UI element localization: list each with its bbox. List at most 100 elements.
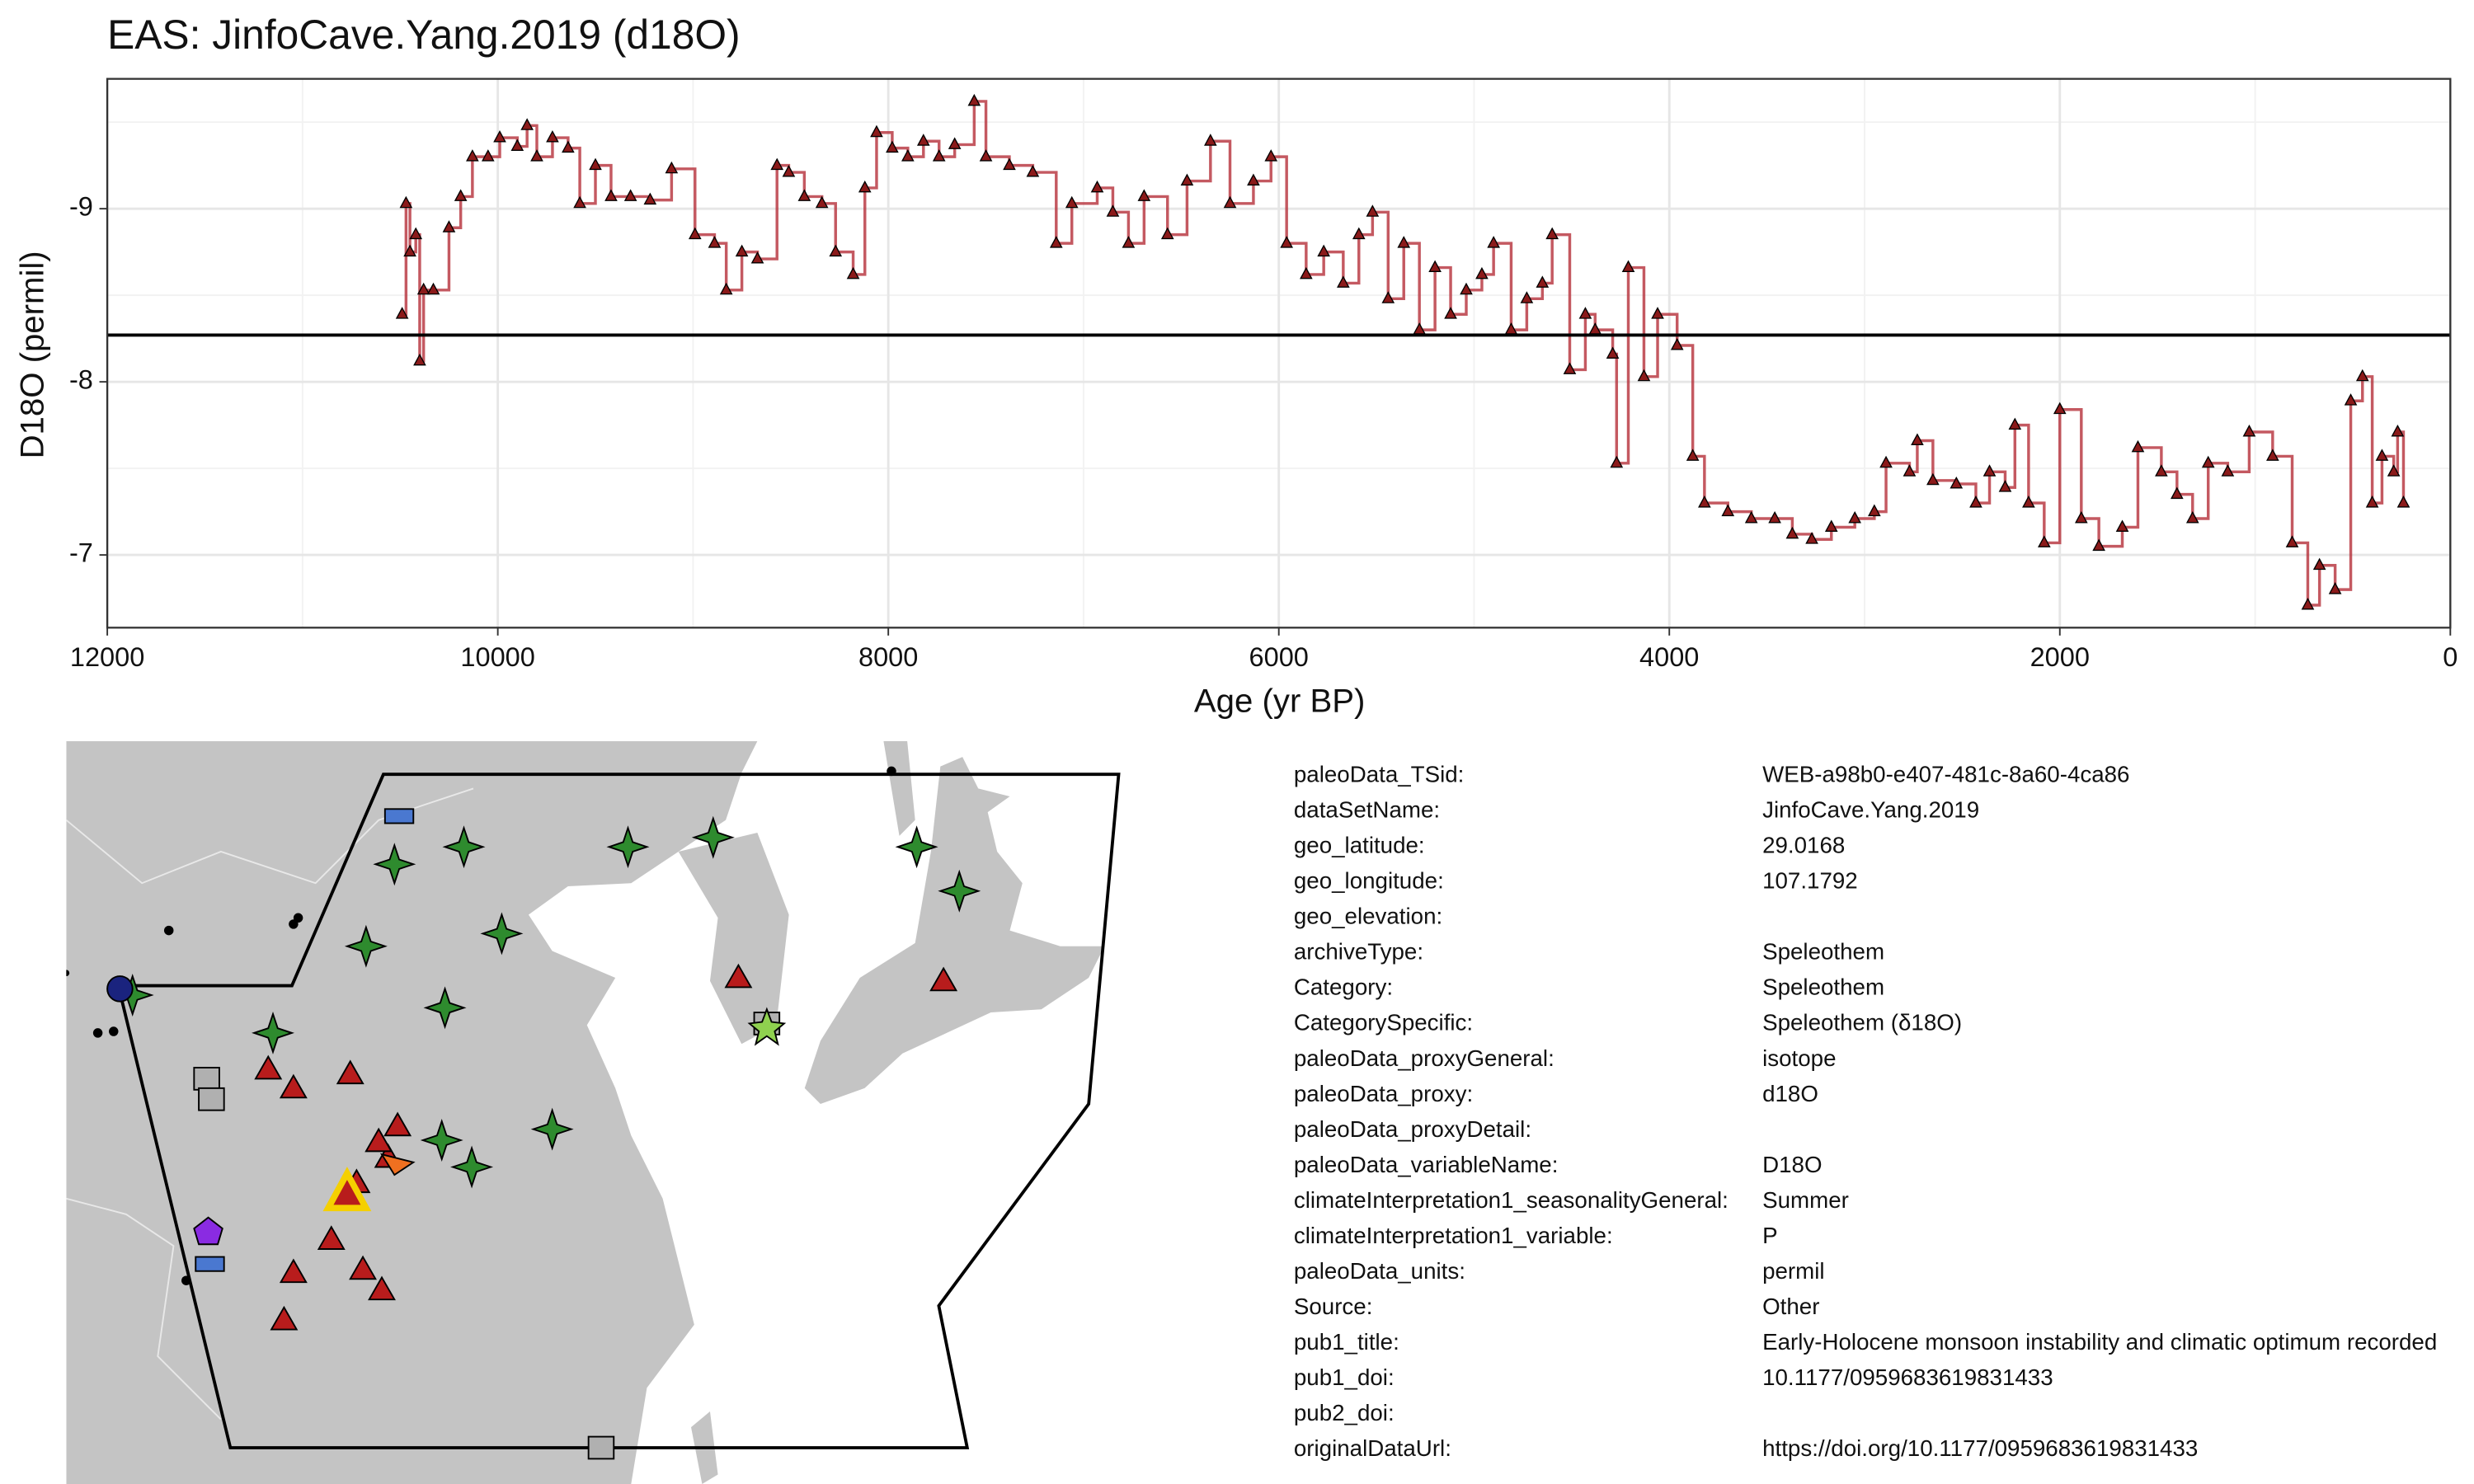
triangle-markers <box>254 964 957 1331</box>
data-point <box>2355 369 2369 382</box>
data-point <box>2155 464 2168 477</box>
plot-border <box>106 77 2452 629</box>
data-point <box>1536 275 1550 288</box>
data-point <box>395 307 409 319</box>
metadata-value: 107.1792 <box>1762 868 1858 894</box>
y-tick-label: -9 <box>69 192 93 222</box>
data-point <box>1090 180 1104 193</box>
data-point <box>2131 439 2145 453</box>
x-tick-label: 0 <box>2443 642 2458 672</box>
metadata-value: D18O <box>1762 1152 1822 1177</box>
data-point <box>2221 464 2235 477</box>
sakhalin <box>883 741 915 836</box>
metadata-value: permil <box>1762 1258 1824 1284</box>
data-point <box>2115 519 2129 532</box>
data-point <box>886 140 899 153</box>
data-point <box>1578 307 1592 319</box>
metadata-key: paleoData_variableName: <box>1294 1152 1559 1177</box>
data-point <box>708 236 722 248</box>
data-point <box>2396 495 2411 508</box>
data-point <box>2022 495 2035 508</box>
data-point <box>481 149 495 162</box>
pentagon-marker <box>193 1216 223 1246</box>
x-tick-label: 12000 <box>70 642 144 672</box>
metadata-key: paleoData_proxy: <box>1294 1081 1473 1106</box>
data-point <box>770 157 784 171</box>
data-point <box>1768 510 1781 524</box>
data-point <box>1366 204 1380 217</box>
metadata-value: isotope <box>1762 1045 1836 1071</box>
data-point <box>1223 195 1237 209</box>
data-point <box>1428 260 1442 272</box>
metadata-value: P <box>1762 1223 1778 1248</box>
data-point <box>520 118 534 130</box>
data-point <box>1621 260 1635 272</box>
data-point <box>665 161 679 174</box>
data-point <box>1698 495 1711 508</box>
data-point <box>1280 236 1293 248</box>
data-point <box>2387 464 2401 477</box>
metadata-key: geo_longitude: <box>1294 868 1444 894</box>
x-tick-label: 6000 <box>1249 642 1309 672</box>
data-point <box>797 189 811 201</box>
metadata-value: Early-Holocene monsoon instability and c… <box>1762 1329 2437 1355</box>
circle-marker <box>106 975 134 1003</box>
data-point <box>1264 149 1278 162</box>
metadata-key: climateInterpretation1_seasonalityGenera… <box>1294 1187 1729 1213</box>
star-markers <box>112 817 980 1187</box>
data-point <box>1785 526 1799 539</box>
data-point <box>1969 495 1982 508</box>
metadata-key: pub2_doi: <box>1294 1400 1395 1425</box>
data-point <box>719 282 733 295</box>
metadata-key: paleoData_proxyGeneral: <box>1294 1045 1554 1071</box>
data-point <box>2038 535 2051 547</box>
metadata-value: https://doi.org/10.1177/0959683619831433 <box>1762 1435 2198 1461</box>
data-point <box>1444 307 1457 319</box>
dot-markers <box>66 766 896 1285</box>
rect-marker <box>383 808 415 824</box>
data-point <box>493 129 506 143</box>
data-point <box>1137 189 1151 201</box>
data-point <box>1317 244 1330 257</box>
data-point <box>1026 164 1040 177</box>
square-marker <box>198 1087 225 1111</box>
x-tick-label: 8000 <box>858 642 918 672</box>
data-point <box>1879 455 1893 468</box>
data-point <box>416 282 430 295</box>
data-point <box>2185 510 2199 524</box>
data-point <box>1926 472 1940 486</box>
data-point <box>1637 369 1651 382</box>
data-point <box>815 195 829 209</box>
metadata-value: WEB-a98b0-e407-481c-8a60-4ca86 <box>1762 761 2129 787</box>
y-tick-label: -8 <box>69 365 93 395</box>
data-point <box>2053 402 2067 415</box>
data-point <box>870 124 883 138</box>
data-point <box>948 137 962 149</box>
data-point <box>403 244 416 257</box>
data-point <box>1300 266 1313 279</box>
data-point <box>1337 275 1350 288</box>
metadata-value: Speleothem <box>1762 939 1884 965</box>
data-point <box>1563 362 1577 374</box>
data-point <box>1911 433 1924 445</box>
data-point <box>2301 597 2315 610</box>
data-point <box>2365 495 2379 508</box>
data-point <box>510 139 524 151</box>
metadata-key: paleoData_proxyDetail: <box>1294 1116 1531 1142</box>
metadata-value: Speleothem (δ18O) <box>1762 1010 1962 1036</box>
data-point <box>466 149 479 162</box>
data-point <box>2242 424 2256 437</box>
star-marker <box>747 1007 787 1046</box>
data-point <box>1903 464 1917 477</box>
data-point <box>2312 557 2326 571</box>
data-point <box>782 164 796 177</box>
data-point <box>1003 157 1016 171</box>
data-point <box>454 189 468 201</box>
data-point <box>1848 510 1861 524</box>
data-point <box>530 149 543 162</box>
data-point <box>573 195 586 209</box>
data-point <box>829 244 843 257</box>
data-point <box>1721 504 1735 517</box>
metadata-key: geo_latitude: <box>1294 833 1425 858</box>
